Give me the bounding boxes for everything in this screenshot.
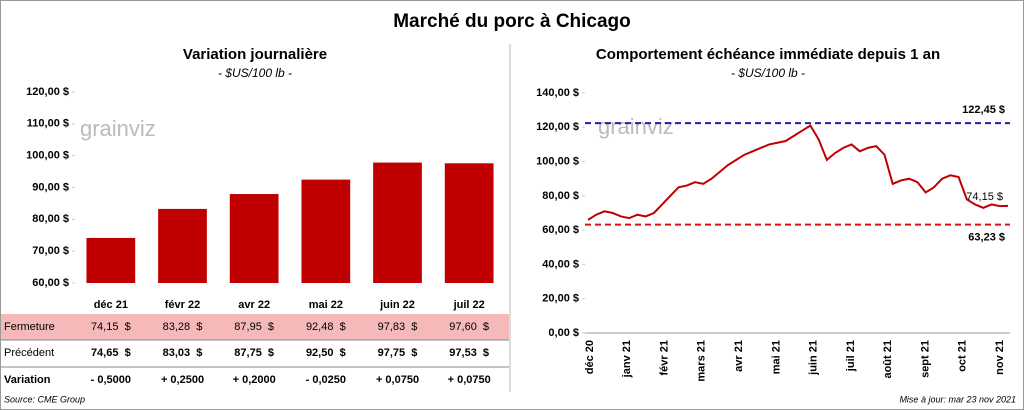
right-title: Comportement échéance immédiate depuis 1… [596, 46, 940, 63]
table-cell: 87,95 $ [234, 321, 274, 333]
table-cell: 92,50 $ [306, 347, 346, 359]
right-subtitle: - $US/100 lb - [731, 66, 805, 80]
x-tick-label: juin 21 [808, 340, 820, 376]
x-tick-label: févr 21 [658, 340, 670, 375]
y-tick-label: 20,00 $ [542, 293, 579, 305]
table-cell: - 0,5000 [91, 374, 131, 386]
y-tick-label: 110,00 $ [27, 118, 69, 130]
x-tick-label: janv 21 [621, 340, 633, 378]
y-tick-label: 40,00 $ [542, 258, 579, 270]
y-tick-label: 70,00 $ [32, 245, 69, 257]
y-tick-label: 60,00 $ [32, 277, 69, 289]
x-tick-label: mars 21 [696, 340, 708, 382]
left-subtitle: - $US/100 lb - [218, 66, 292, 80]
table-cell: 83,28 $ [163, 321, 203, 333]
table-cell: 97,53 $ [449, 347, 489, 359]
table-cell: 74,65 $ [91, 347, 131, 359]
x-tick-label: juil 21 [845, 340, 857, 372]
price-line [587, 124, 1009, 221]
y-tick-label: 90,00 $ [32, 181, 69, 193]
table-cell: 87,75 $ [234, 347, 274, 359]
y-tick-label: 100,00 $ [26, 150, 69, 162]
x-tick-label: avr 22 [238, 299, 270, 311]
table-cell: 97,83 $ [378, 321, 418, 333]
row-label: Variation [4, 374, 51, 386]
bar [301, 179, 351, 283]
x-tick-label: oct 21 [957, 340, 969, 372]
y-tick-label: 100,00 $ [536, 155, 579, 167]
table-cell: 92,48 $ [306, 321, 346, 333]
x-tick-label: nov 21 [994, 340, 1006, 375]
reference-label: 63,23 $ [968, 232, 1005, 244]
watermark: grainviz [80, 116, 156, 141]
x-tick-label: déc 20 [584, 340, 596, 374]
y-tick-label: 0,00 $ [548, 327, 579, 339]
bar [86, 237, 136, 283]
row-label: Précédent [4, 347, 54, 359]
y-tick-label: 140,00 $ [536, 87, 579, 99]
x-tick-label: sept 21 [919, 340, 931, 378]
updated: Mise à jour: mar 23 nov 2021 [899, 394, 1016, 404]
table-cell: 97,75 $ [378, 347, 418, 359]
x-tick-label: févr 22 [165, 299, 200, 311]
x-tick-label: avr 21 [733, 340, 745, 372]
table-cell: 74,15 $ [91, 321, 131, 333]
table-cell: + 0,2500 [161, 374, 204, 386]
y-tick-label: 80,00 $ [542, 190, 579, 202]
bar [158, 208, 207, 283]
x-tick-label: août 21 [882, 340, 894, 379]
y-tick-label: 120,00 $ [26, 86, 69, 98]
table-cell: 83,03 $ [163, 347, 203, 359]
source: Source: CME Group [4, 394, 85, 404]
watermark: grainviz [598, 114, 674, 139]
table-cell: + 0,2000 [233, 374, 276, 386]
table-cell: + 0,0750 [376, 374, 419, 386]
x-tick-label: juin 22 [379, 299, 415, 311]
page-title: Marché du porc à Chicago [393, 11, 631, 32]
table-cell: - 0,0250 [306, 374, 346, 386]
x-tick-label: mai 21 [770, 340, 782, 374]
table-cell: + 0,0750 [448, 374, 491, 386]
y-tick-label: 60,00 $ [542, 224, 579, 236]
x-tick-label: juil 22 [453, 299, 485, 311]
left-title: Variation journalière [183, 46, 327, 63]
bar [229, 194, 279, 283]
reference-label: 122,45 $ [962, 104, 1005, 116]
bar [444, 163, 494, 283]
x-tick-label: déc 21 [94, 299, 128, 311]
y-tick-label: 80,00 $ [32, 213, 69, 225]
bar [373, 162, 422, 283]
y-tick-label: 120,00 $ [536, 121, 579, 133]
table-cell: 97,60 $ [449, 321, 489, 333]
row-label: Fermeture [4, 321, 55, 333]
last-value-label: 74,15 $ [966, 191, 1003, 203]
row-highlight [1, 314, 509, 340]
x-tick-label: mai 22 [309, 299, 343, 311]
